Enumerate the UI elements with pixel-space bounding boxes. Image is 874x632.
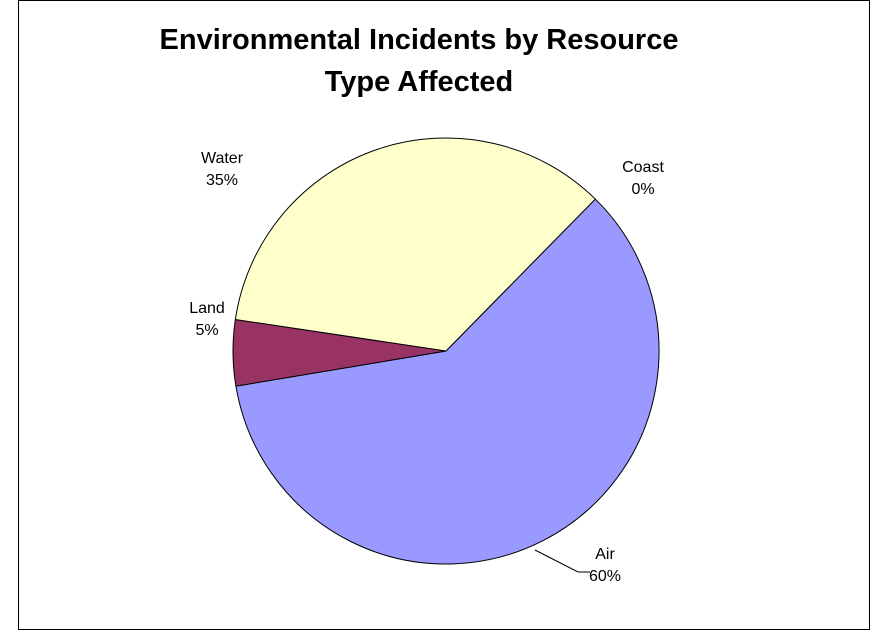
slice-label-water-name: Water — [201, 150, 244, 167]
slice-label-coast-percent: 0% — [631, 181, 654, 198]
slice-label-air-name: Air — [595, 546, 615, 563]
chart-title-line-2: Type Affected — [324, 66, 514, 98]
pie-slice-water — [234, 137, 597, 352]
slice-label-land-name: Land — [189, 300, 225, 317]
pie-slice-air — [235, 198, 660, 565]
slice-label-coast-name: Coast — [622, 159, 664, 176]
chart-title-line-1: Environmental Incidents by Resource — [159, 24, 679, 56]
slice-label-air-percent: 60% — [589, 568, 621, 585]
slice-label-land-percent: 5% — [195, 322, 218, 339]
slice-label-water-percent: 35% — [206, 172, 238, 189]
leader-line-air — [534, 549, 590, 573]
